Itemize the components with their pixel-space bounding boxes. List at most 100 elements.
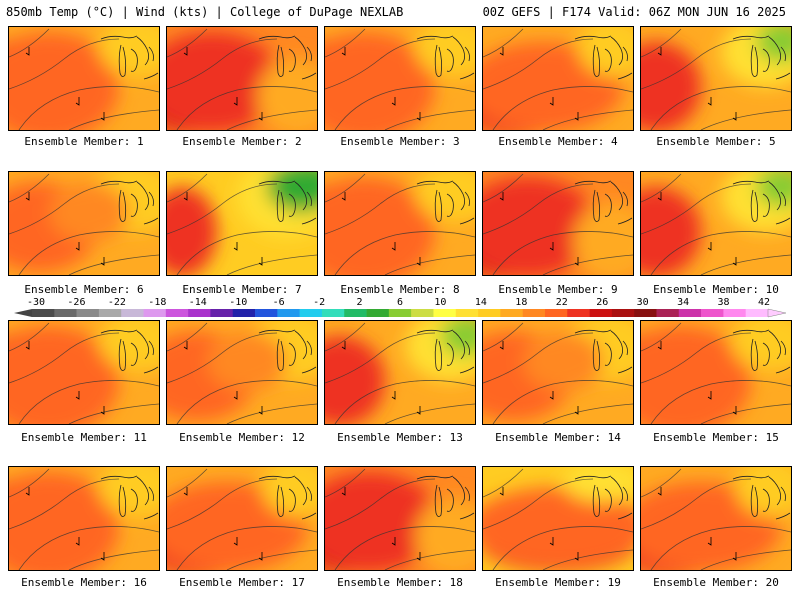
great-lakes-outline — [258, 35, 317, 80]
panel-label: Ensemble Member: 1 — [24, 135, 144, 148]
colorbar-right-arrow — [767, 308, 787, 318]
temperature-map — [325, 321, 475, 424]
wind-barb-icon — [75, 97, 80, 106]
colorbar-swatch — [366, 309, 390, 317]
wind-barb-icon — [341, 341, 346, 350]
wind-barb-icon — [549, 97, 554, 106]
temperature-anomaly — [9, 32, 119, 130]
contour-lines — [325, 322, 475, 424]
contour-lines — [483, 173, 633, 275]
temperature-map — [9, 172, 159, 275]
wind-barb-icon — [549, 242, 554, 251]
ensemble-panel-10 — [640, 171, 792, 276]
great-lakes-outline — [574, 35, 633, 80]
colorbar-swatch — [76, 309, 100, 317]
ensemble-panel-5 — [640, 26, 792, 131]
wind-barb-icon — [25, 47, 30, 56]
ensemble-panel-14 — [482, 320, 634, 425]
temperature-anomaly — [49, 182, 129, 242]
wind-barb-icon — [183, 192, 188, 201]
temperature-map — [9, 321, 159, 424]
great-lakes-outline — [732, 180, 791, 225]
contour-lines — [641, 322, 791, 424]
wind-barb-icon — [341, 47, 346, 56]
colorbar-tick-label: 14 — [474, 297, 487, 308]
panel-label: Ensemble Member: 14 — [495, 431, 621, 444]
valid-time-title: 00Z GEFS | F174 Valid: 06Z MON JUN 16 20… — [482, 5, 786, 19]
wind-barb-icon — [707, 537, 712, 546]
temperature-map — [483, 27, 633, 130]
ensemble-panel-18 — [324, 466, 476, 571]
temperature-map — [167, 321, 317, 424]
panel-label: Ensemble Member: 15 — [653, 431, 779, 444]
page-title: 850mb Temp (°C) | Wind (kts) | College o… — [6, 5, 404, 19]
wind-barb-icon — [416, 552, 421, 561]
panel-label: Ensemble Member: 16 — [21, 576, 147, 589]
wind-barb-icon — [258, 406, 263, 415]
wind-barb-icon — [75, 391, 80, 400]
temperature-map — [325, 467, 475, 570]
panel-label: Ensemble Member: 4 — [498, 135, 618, 148]
wind-barb-icon — [574, 257, 579, 266]
temperature-map — [641, 467, 791, 570]
colorbar-tick-label: 6 — [396, 297, 404, 308]
temperature-map — [483, 172, 633, 275]
wind-barb-icon — [657, 47, 662, 56]
colorbar-swatch — [723, 309, 746, 317]
wind-barb-icon — [732, 112, 737, 121]
wind-barb-icon — [183, 487, 188, 496]
wind-barb-icon — [233, 97, 238, 106]
temperature-map — [9, 467, 159, 570]
panel-label: Ensemble Member: 20 — [653, 576, 779, 589]
colorbar-swatch — [210, 309, 234, 317]
wind-barb-icon — [258, 257, 263, 266]
colorbar-tick-label: 2 — [356, 297, 363, 308]
wind-barb-icon — [657, 487, 662, 496]
wind-barb-icon — [416, 257, 421, 266]
great-lakes-outline — [574, 475, 633, 520]
panel-label: Ensemble Member: 13 — [337, 431, 463, 444]
panel-label: Ensemble Member: 9 — [498, 283, 618, 296]
wind-barb-icon — [183, 47, 188, 56]
wind-barb-icon — [25, 487, 30, 496]
panel-label: Ensemble Member: 18 — [337, 576, 463, 589]
contour-lines — [9, 468, 159, 570]
wind-barb-icon — [416, 406, 421, 415]
ensemble-panel-1 — [8, 26, 160, 131]
colorbar-swatch — [522, 309, 546, 317]
wind-barb-icon — [657, 341, 662, 350]
contour-lines — [9, 322, 159, 424]
colorbar-tick-label: -30 — [26, 297, 46, 308]
great-lakes-outline — [574, 329, 633, 374]
wind-barb-icon — [391, 391, 396, 400]
great-lakes-outline — [100, 475, 159, 520]
wind-barb-icon — [499, 487, 504, 496]
wind-barb-icon — [391, 537, 396, 546]
temperature-map — [167, 27, 317, 130]
contour-lines — [325, 28, 475, 130]
contour-lines — [167, 468, 317, 570]
colorbar-swatch — [701, 309, 724, 317]
panel-label: Ensemble Member: 12 — [179, 431, 305, 444]
temperature-map — [641, 27, 791, 130]
great-lakes-outline — [258, 475, 317, 520]
colorbar-swatch — [455, 309, 479, 317]
great-lakes-outline — [258, 329, 317, 374]
temperature-anomaly — [483, 487, 633, 567]
temperature-anomaly — [325, 336, 385, 424]
colorbar-swatch — [232, 309, 256, 317]
colorbar-swatch — [500, 309, 523, 317]
wind-barb-icon — [732, 552, 737, 561]
ensemble-panel-4 — [482, 26, 634, 131]
wind-barb-icon — [574, 552, 579, 561]
contour-lines — [641, 468, 791, 570]
wind-barb-icon — [574, 112, 579, 121]
colorbar-swatch — [255, 309, 278, 317]
colorbar-tick-label: -14 — [188, 297, 207, 308]
contour-lines — [325, 173, 475, 275]
panel-label: Ensemble Member: 7 — [182, 283, 302, 296]
colorbar-swatch — [411, 309, 434, 317]
colorbar-swatch — [388, 309, 412, 317]
colorbar-left-arrow — [14, 309, 32, 317]
colorbar-swatch — [589, 309, 613, 317]
